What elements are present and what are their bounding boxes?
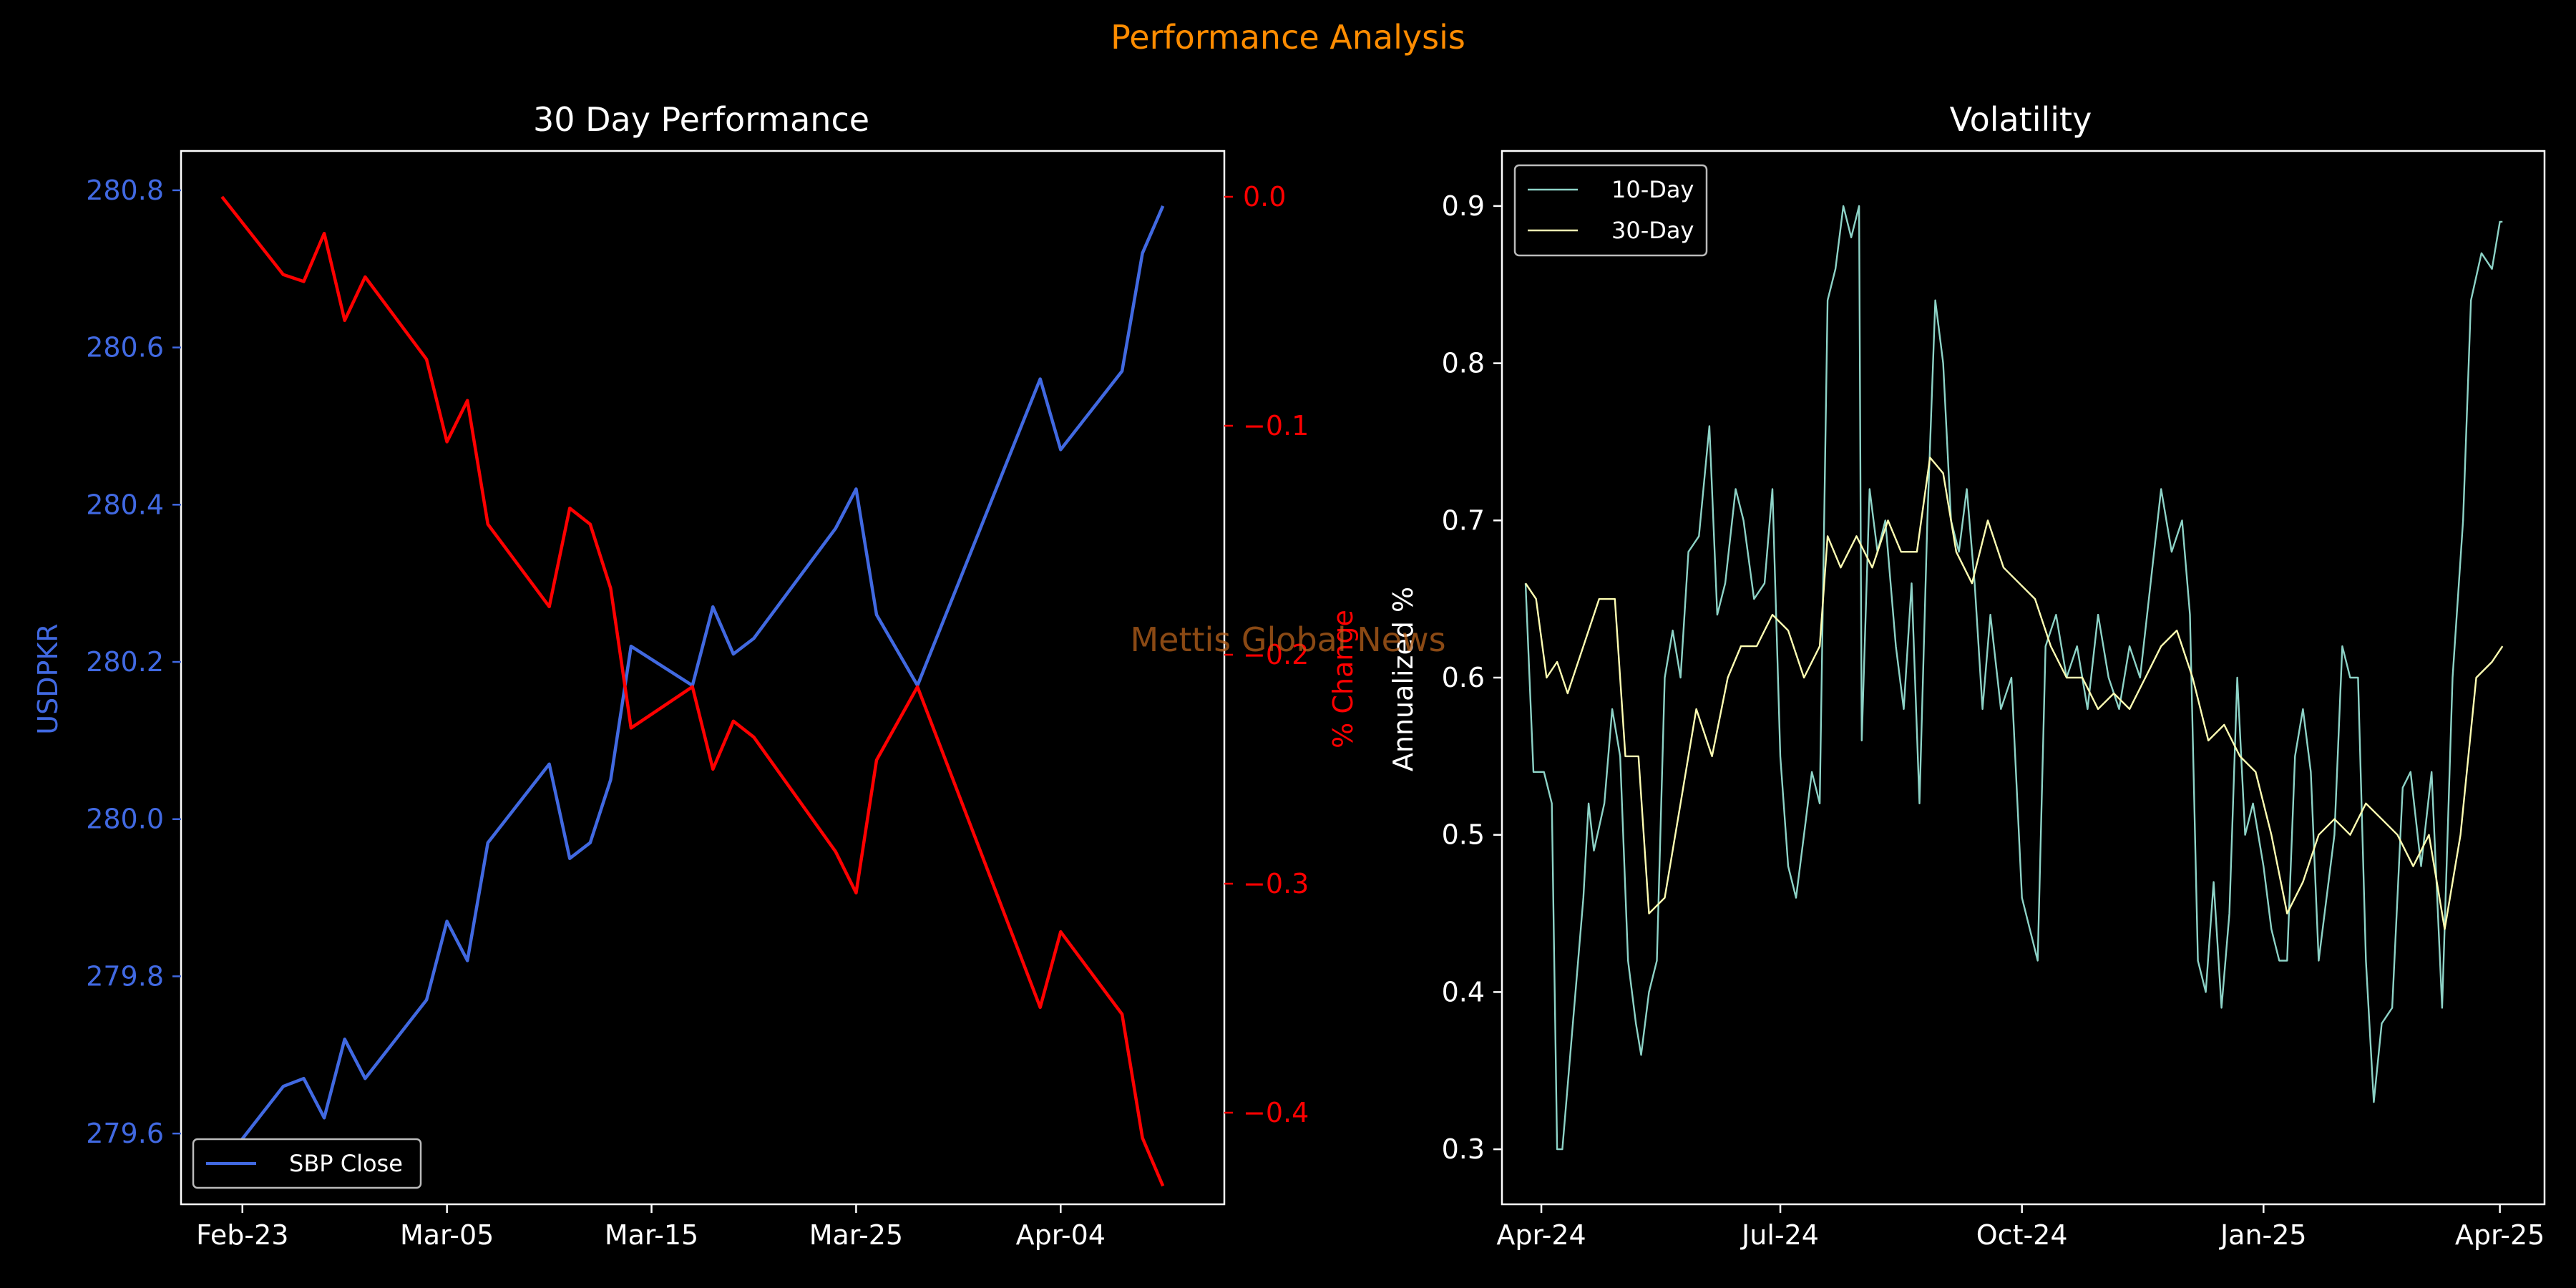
watermark: Mettis Global News bbox=[1130, 620, 1445, 659]
left-x-ticks: Feb-23 Mar-05 Mar-15 Mar-25 Apr-04 bbox=[196, 1204, 1106, 1251]
left-y-tick-label: 280.6 bbox=[86, 332, 164, 364]
right-legend: 10-Day 30-Day bbox=[1513, 164, 1708, 257]
vol-10day-line bbox=[1524, 205, 2503, 1151]
left-y-tick-label: 279.8 bbox=[86, 960, 164, 992]
right-x-tick-label: Jan-25 bbox=[2219, 1219, 2307, 1251]
suptitle: Performance Analysis bbox=[1111, 18, 1465, 57]
vol-30day-line bbox=[1525, 457, 2504, 930]
left-x-tick-label: Mar-15 bbox=[605, 1219, 698, 1251]
sbp-close-line bbox=[220, 205, 1165, 1166]
left-right-y-axis-label: % Change bbox=[1327, 610, 1359, 748]
left-y-tick-label: 279.6 bbox=[86, 1118, 164, 1149]
left-y-tick-label: 280.4 bbox=[86, 489, 164, 520]
left-y-axis-label: USDPKR bbox=[32, 623, 64, 734]
right-x-tick-label: Oct-24 bbox=[1976, 1219, 2068, 1251]
left-right-y-ticks: 0.0 −0.1 −0.2 −0.3 −0.4 bbox=[1224, 181, 1309, 1128]
left-x-tick-label: Apr-04 bbox=[1016, 1219, 1106, 1251]
left-right-y-tick-label: 0.0 bbox=[1243, 181, 1286, 213]
right-y-tick-label: 0.5 bbox=[1442, 819, 1485, 851]
right-legend-box bbox=[1513, 164, 1708, 257]
left-right-y-tick-label: −0.3 bbox=[1243, 868, 1309, 899]
left-chart-title: 30 Day Performance bbox=[533, 100, 869, 139]
right-y-ticks: 0.3 0.4 0.5 0.6 0.7 0.8 0.9 bbox=[1442, 190, 1502, 1165]
left-y-tick-label: 280.8 bbox=[86, 175, 164, 206]
right-x-tick-label: Apr-25 bbox=[2455, 1219, 2545, 1251]
pct-change-line bbox=[220, 195, 1165, 1187]
right-plot-area bbox=[1524, 205, 2504, 1151]
right-x-tick-label: Jul-24 bbox=[1740, 1219, 1819, 1251]
right-y-axis-label: Annualized % bbox=[1387, 587, 1419, 771]
left-right-y-tick-label: −0.2 bbox=[1243, 639, 1309, 670]
right-chart-panel: Volatility Apr-24 Jul-24 Oct-24 Jan-25 Apr-2… bbox=[1387, 100, 2546, 1251]
left-y-ticks: 279.6 279.8 280.0 280.2 280.4 280.6 280.8 bbox=[86, 175, 181, 1149]
left-plot-area bbox=[220, 195, 1165, 1187]
right-legend-label-10day: 10-Day bbox=[1611, 176, 1694, 203]
right-y-tick-label: 0.6 bbox=[1442, 662, 1485, 693]
right-y-tick-label: 0.4 bbox=[1442, 976, 1485, 1008]
left-x-tick-label: Feb-23 bbox=[196, 1219, 288, 1251]
right-chart-title: Volatility bbox=[1950, 100, 2092, 139]
right-y-tick-label: 0.9 bbox=[1442, 190, 1485, 222]
left-legend-box bbox=[192, 1138, 422, 1189]
left-axes-frame bbox=[180, 150, 1226, 1206]
right-x-tick-label: Apr-24 bbox=[1496, 1219, 1586, 1251]
left-right-y-tick-label: −0.4 bbox=[1243, 1097, 1309, 1128]
right-y-tick-label: 0.7 bbox=[1442, 504, 1485, 536]
left-y-tick-label: 280.0 bbox=[86, 804, 164, 835]
left-legend: SBP Close bbox=[192, 1138, 422, 1189]
left-y-tick-label: 280.2 bbox=[86, 646, 164, 678]
left-right-y-tick-label: −0.1 bbox=[1243, 410, 1309, 441]
left-x-tick-label: Mar-05 bbox=[400, 1219, 494, 1251]
right-y-tick-label: 0.3 bbox=[1442, 1133, 1485, 1165]
right-x-ticks: Apr-24 Jul-24 Oct-24 Jan-25 Apr-25 bbox=[1496, 1204, 2545, 1251]
left-x-tick-label: Mar-25 bbox=[809, 1219, 903, 1251]
right-legend-label-30day: 30-Day bbox=[1611, 217, 1694, 244]
right-y-tick-label: 0.8 bbox=[1442, 348, 1485, 379]
left-legend-label: SBP Close bbox=[289, 1150, 403, 1177]
left-chart-panel: 30 Day Performance Feb-23 Mar-05 Mar-15 Mar… bbox=[32, 100, 1359, 1251]
